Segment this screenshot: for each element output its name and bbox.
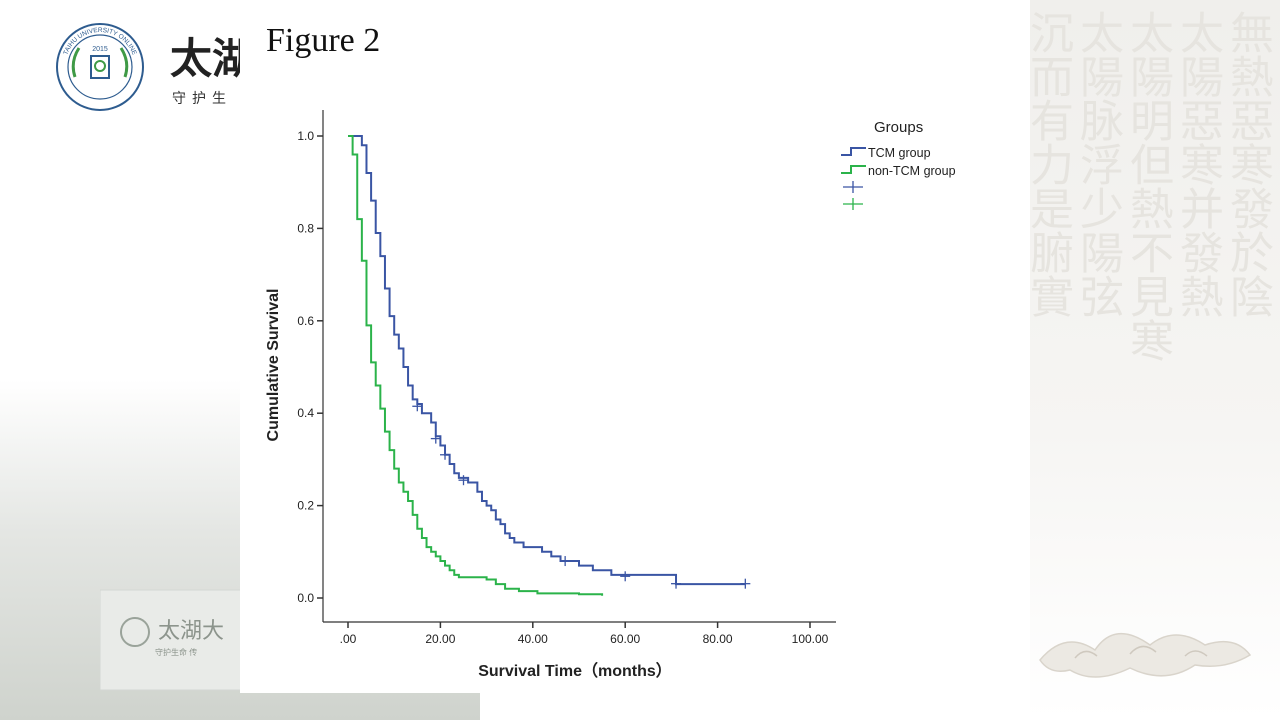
survival-curve-tcm bbox=[348, 135, 746, 586]
y-tick-label: 0.8 bbox=[297, 221, 314, 235]
cloud-ornament-icon bbox=[1039, 632, 1252, 678]
chart-curves bbox=[348, 135, 751, 596]
x-tick-label: 100.00 bbox=[792, 632, 829, 646]
legend-title: Groups bbox=[874, 119, 924, 136]
censor-mark-tcm bbox=[430, 433, 441, 444]
censor-mark-tcm bbox=[440, 449, 451, 460]
chart-axes: 0.0 0.2 0.4 0.6 0.8 1.0 .00 20.00 40.00 60.00 80.0… bbox=[297, 110, 836, 646]
x-tick-label: 80.00 bbox=[703, 632, 733, 646]
chart-legend-symbols bbox=[841, 147, 866, 210]
calligraphy-column: 太陽惡寒并發熱 bbox=[1172, 10, 1223, 318]
y-tick-label: 0.2 bbox=[297, 499, 314, 513]
y-tick-label: 0.6 bbox=[297, 314, 314, 328]
legend-line-symbol bbox=[841, 147, 866, 156]
calligraphy-column: 太陽脉浮少陽弦 bbox=[1072, 10, 1123, 318]
calligraphy-background: 無熱惡寒發於陰 太陽惡寒并發熱 太陽明但熱不見寒 太陽脉浮少陽弦 沉而有力是腑實 bbox=[1030, 0, 1280, 720]
legend-line-symbol bbox=[841, 165, 866, 174]
censor-mark-tcm bbox=[620, 571, 631, 582]
legend-label-tcm: TCM group bbox=[868, 146, 931, 160]
x-tick-label: 60.00 bbox=[610, 632, 640, 646]
university-motto: 守护生 bbox=[172, 90, 232, 106]
censor-mark-tcm bbox=[671, 578, 682, 589]
censor-mark-tcm bbox=[412, 401, 423, 412]
seal-year: 2015 bbox=[92, 46, 108, 53]
campus-sign: 太湖大 守护生命 传 bbox=[100, 589, 250, 691]
y-tick-label: 1.0 bbox=[297, 129, 314, 143]
x-axis-label: Survival Time（months） bbox=[478, 662, 672, 680]
sign-seal-icon bbox=[120, 617, 150, 647]
survival-curve-non_tcm bbox=[348, 135, 604, 596]
legend-label-non-tcm: non-TCM group bbox=[868, 164, 956, 178]
censor-mark-tcm bbox=[458, 475, 469, 486]
x-tick-label: .00 bbox=[340, 632, 357, 646]
y-tick-label: 0.0 bbox=[297, 591, 314, 605]
censor-mark-tcm bbox=[740, 578, 751, 589]
legend-censor-symbol bbox=[843, 181, 863, 193]
figure-title: Figure 2 bbox=[266, 22, 381, 59]
university-seal-icon: 2015 TAIHU UNIVERSITY ONLINE bbox=[56, 23, 144, 111]
censor-mark-tcm bbox=[560, 556, 571, 567]
calligraphy-column: 沉而有力是腑實 bbox=[1030, 10, 1073, 318]
x-tick-label: 20.00 bbox=[425, 632, 455, 646]
y-axis-label: Cumulative Survival bbox=[265, 289, 282, 442]
legend-censor-symbol bbox=[843, 198, 863, 210]
y-tick-label: 0.4 bbox=[297, 406, 314, 420]
sign-text: 太湖大 bbox=[158, 619, 224, 644]
figure-panel bbox=[240, 0, 840, 693]
calligraphy-column: 太陽明但熱不見寒 bbox=[1122, 10, 1173, 362]
sign-subtext: 守护生命 传 bbox=[155, 647, 197, 657]
calligraphy-column: 無熱惡寒發於陰 bbox=[1222, 10, 1273, 318]
x-tick-label: 40.00 bbox=[518, 632, 548, 646]
